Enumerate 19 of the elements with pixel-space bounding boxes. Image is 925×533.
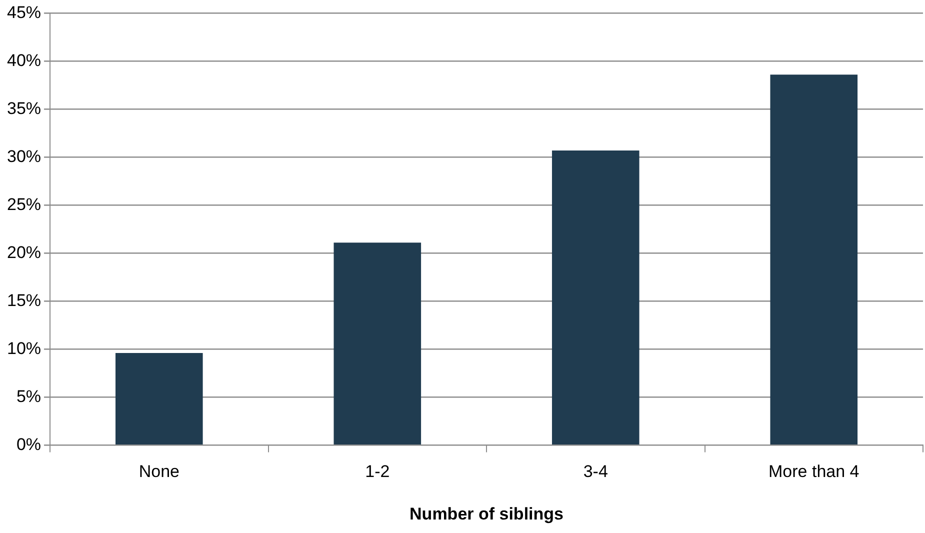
bar xyxy=(552,150,640,445)
y-tick-label: 45% xyxy=(6,2,42,22)
y-tick-label: 0% xyxy=(16,434,42,454)
bar xyxy=(770,74,858,445)
y-tick-label: 15% xyxy=(6,290,42,310)
y-tick-label: 35% xyxy=(6,98,42,118)
x-axis-title: Number of siblings xyxy=(410,504,564,524)
y-tick-label: 40% xyxy=(6,50,42,70)
x-tick-label: 3-4 xyxy=(583,462,608,482)
x-tick-label: 1-2 xyxy=(365,462,390,482)
bar xyxy=(334,242,422,445)
y-tick-label: 20% xyxy=(6,242,42,262)
x-tick-label: More than 4 xyxy=(768,462,860,482)
bar xyxy=(116,353,203,445)
y-tick-label: 30% xyxy=(6,146,42,166)
y-tick-label: 10% xyxy=(6,338,42,358)
y-tick-label: 25% xyxy=(6,194,42,214)
x-tick-label: None xyxy=(138,462,180,482)
y-tick-label: 5% xyxy=(16,386,42,406)
